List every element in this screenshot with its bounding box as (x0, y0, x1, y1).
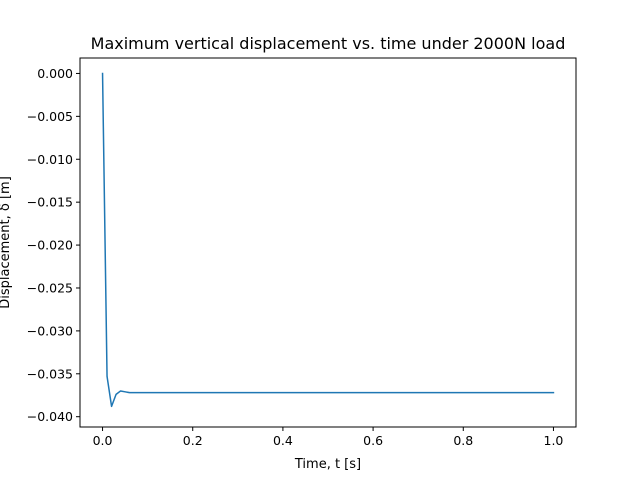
x-tick-label: 0.6 (363, 433, 383, 448)
x-tick-label: 1.0 (544, 433, 564, 448)
y-tick-label: −0.010 (27, 152, 73, 167)
series-line (101, 72, 555, 408)
y-axis-label: Displacement, δ [m] (0, 176, 13, 309)
x-tick-label: 0.4 (273, 433, 293, 448)
plot-frame (79, 57, 577, 428)
y-tick-label: −0.015 (27, 195, 73, 210)
axes-layer: 0.0 0.2 0.4 0.6 0.8 1.0 0.000 −0.005 −0.010 −0.01… (27, 66, 564, 448)
x-tick-label: 0.0 (93, 433, 113, 448)
y-tick-label: −0.025 (27, 280, 73, 295)
y-tick-label: 0.000 (37, 66, 73, 81)
x-tick-label: 0.2 (183, 433, 203, 448)
data-layer (101, 72, 555, 408)
x-tick-label: 0.8 (453, 433, 473, 448)
y-tick-label: −0.035 (27, 366, 73, 381)
chart-title: Maximum vertical displacement vs. time u… (91, 34, 566, 53)
y-tick-label: −0.030 (27, 323, 73, 338)
plot-area (80, 58, 576, 427)
y-tick-label: −0.020 (27, 238, 73, 253)
x-axis-label: Time, t [s] (294, 457, 361, 472)
y-tick-label: −0.040 (27, 409, 73, 424)
y-tick-label: −0.005 (27, 109, 73, 124)
